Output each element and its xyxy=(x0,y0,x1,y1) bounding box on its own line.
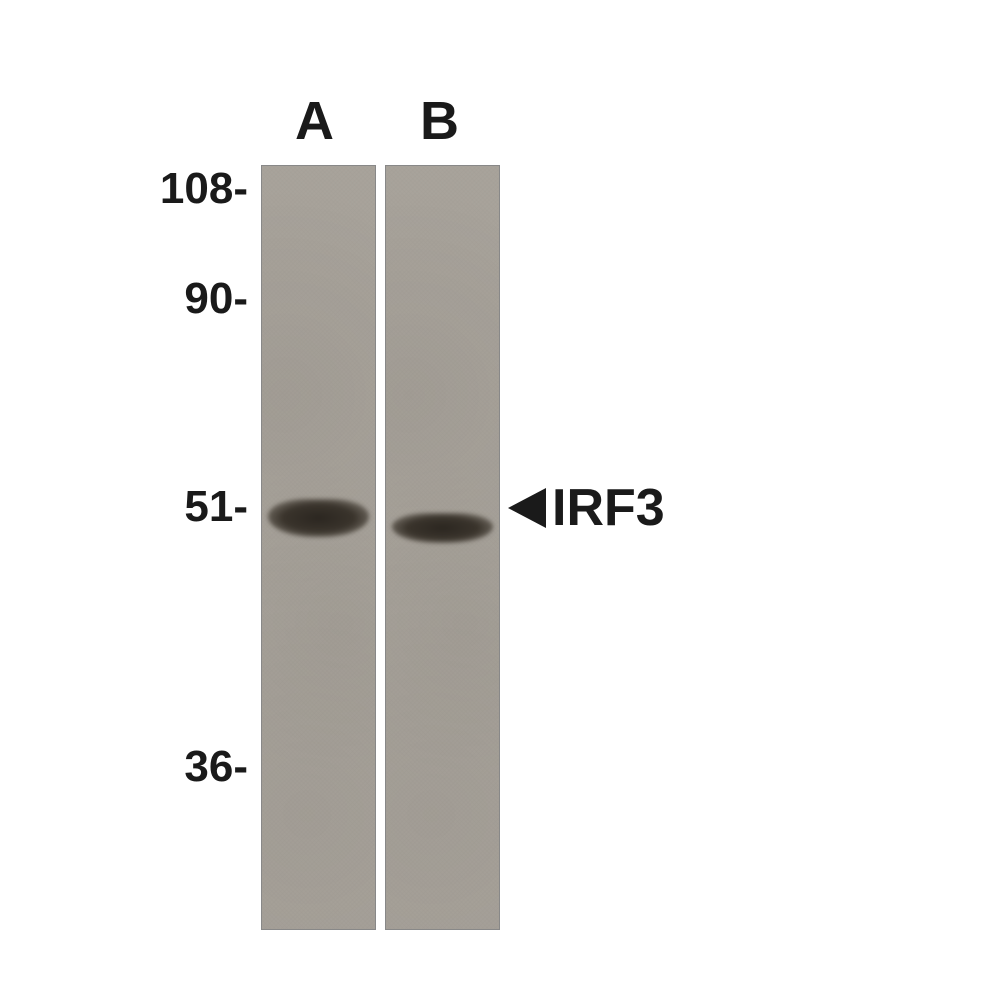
marker-36: 36- xyxy=(184,742,248,792)
band-lane-b xyxy=(392,513,493,543)
lane-a xyxy=(261,165,376,930)
lane-label-a: A xyxy=(295,90,334,152)
western-blot-figure: A B IRF3 xyxy=(255,100,745,930)
lane-noise xyxy=(262,166,375,929)
band-annotation-text: IRF3 xyxy=(552,478,665,538)
band-annotation-irf3: IRF3 xyxy=(508,478,665,538)
lane-label-b: B xyxy=(420,90,459,152)
lane-b xyxy=(385,165,500,930)
marker-90: 90- xyxy=(184,274,248,324)
marker-108: 108- xyxy=(160,164,248,214)
band-lane-a xyxy=(268,499,369,537)
lane-noise xyxy=(386,166,499,929)
marker-51: 51- xyxy=(184,482,248,532)
arrow-left-icon xyxy=(508,488,546,528)
